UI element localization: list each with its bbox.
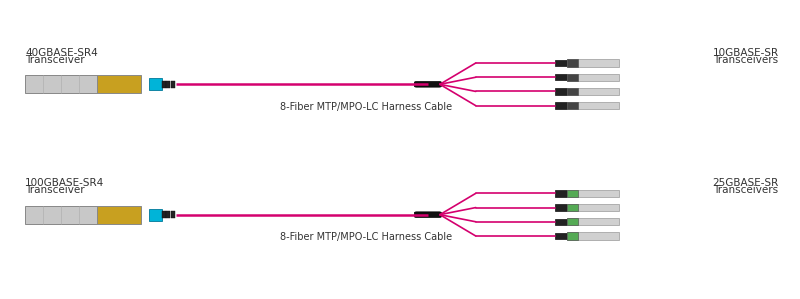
Text: 10GBASE-SR: 10GBASE-SR bbox=[713, 48, 778, 58]
FancyBboxPatch shape bbox=[555, 190, 567, 197]
FancyBboxPatch shape bbox=[567, 102, 619, 109]
FancyBboxPatch shape bbox=[555, 219, 567, 225]
Text: Transceivers: Transceivers bbox=[714, 55, 778, 65]
FancyBboxPatch shape bbox=[567, 59, 578, 67]
FancyBboxPatch shape bbox=[149, 78, 162, 90]
Text: 25GBASE-SR: 25GBASE-SR bbox=[713, 178, 778, 188]
FancyBboxPatch shape bbox=[97, 206, 141, 224]
FancyBboxPatch shape bbox=[567, 204, 619, 211]
Text: Transceiver: Transceiver bbox=[26, 55, 85, 65]
FancyBboxPatch shape bbox=[149, 209, 162, 221]
FancyBboxPatch shape bbox=[414, 212, 442, 217]
FancyBboxPatch shape bbox=[567, 232, 578, 240]
FancyBboxPatch shape bbox=[555, 204, 567, 211]
FancyBboxPatch shape bbox=[567, 190, 619, 197]
FancyBboxPatch shape bbox=[414, 82, 442, 87]
FancyBboxPatch shape bbox=[26, 75, 97, 93]
FancyBboxPatch shape bbox=[567, 102, 578, 109]
FancyBboxPatch shape bbox=[171, 211, 175, 218]
FancyBboxPatch shape bbox=[555, 74, 567, 80]
FancyBboxPatch shape bbox=[567, 232, 619, 240]
FancyBboxPatch shape bbox=[567, 74, 578, 81]
FancyBboxPatch shape bbox=[97, 75, 141, 93]
Text: 100GBASE-SR4: 100GBASE-SR4 bbox=[26, 178, 105, 188]
FancyBboxPatch shape bbox=[166, 81, 170, 88]
FancyBboxPatch shape bbox=[171, 81, 175, 88]
FancyBboxPatch shape bbox=[567, 190, 578, 197]
FancyBboxPatch shape bbox=[567, 218, 578, 225]
FancyBboxPatch shape bbox=[555, 102, 567, 109]
FancyBboxPatch shape bbox=[162, 81, 166, 88]
FancyBboxPatch shape bbox=[567, 218, 619, 225]
Text: Transceivers: Transceivers bbox=[714, 185, 778, 196]
FancyBboxPatch shape bbox=[567, 204, 578, 211]
FancyBboxPatch shape bbox=[567, 74, 619, 81]
Text: 8-Fiber MTP/MPO-LC Harness Cable: 8-Fiber MTP/MPO-LC Harness Cable bbox=[280, 232, 452, 242]
FancyBboxPatch shape bbox=[26, 206, 97, 224]
FancyBboxPatch shape bbox=[166, 211, 170, 218]
Text: 8-Fiber MTP/MPO-LC Harness Cable: 8-Fiber MTP/MPO-LC Harness Cable bbox=[280, 102, 452, 112]
FancyBboxPatch shape bbox=[567, 88, 619, 95]
FancyBboxPatch shape bbox=[567, 59, 619, 67]
Text: Transceiver: Transceiver bbox=[26, 185, 85, 196]
FancyBboxPatch shape bbox=[555, 88, 567, 95]
FancyBboxPatch shape bbox=[555, 60, 567, 66]
FancyBboxPatch shape bbox=[567, 88, 578, 95]
Text: 40GBASE-SR4: 40GBASE-SR4 bbox=[26, 48, 98, 58]
FancyBboxPatch shape bbox=[162, 211, 166, 218]
FancyBboxPatch shape bbox=[555, 233, 567, 239]
